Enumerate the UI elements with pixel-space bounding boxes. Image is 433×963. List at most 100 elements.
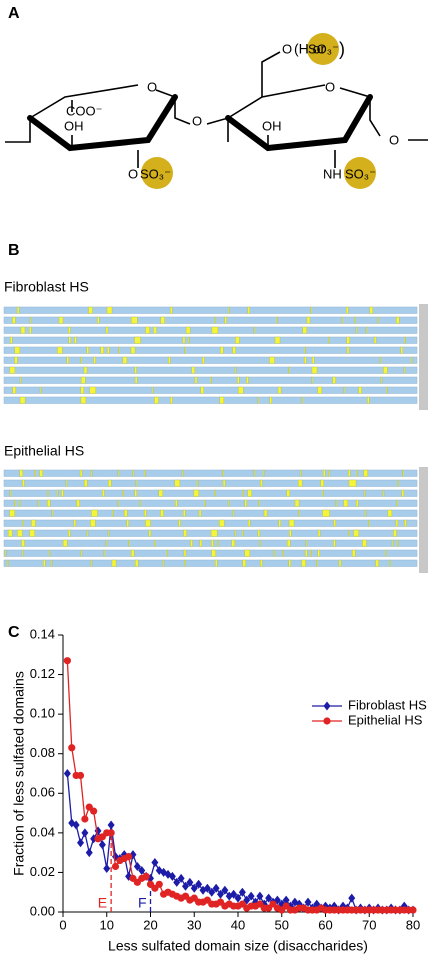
scroll-bar (419, 467, 428, 573)
sulfated-unit (162, 559, 165, 567)
sulfated-unit (310, 549, 312, 557)
sulfated-unit (182, 336, 186, 344)
data-point (221, 885, 229, 895)
sulfated-unit (58, 316, 64, 324)
sulfated-unit (126, 519, 129, 527)
sulfated-unit (320, 479, 324, 487)
sulfated-unit (310, 306, 312, 314)
sulfated-unit (274, 336, 281, 344)
sulfated-unit (343, 499, 348, 507)
sulfated-unit (170, 396, 173, 404)
strand (3, 509, 418, 517)
sulfated-unit (352, 549, 356, 557)
sulfated-unit (386, 386, 388, 394)
sulfated-unit (214, 489, 216, 497)
sulfated-unit (348, 479, 357, 487)
sequences (3, 304, 428, 573)
x-axis-title: Less sulfated domain size (disaccharides… (108, 938, 368, 954)
sulfated-unit (269, 396, 272, 404)
atom-label: O (192, 113, 202, 128)
data-point (63, 769, 71, 778)
sulfated-unit (128, 539, 130, 547)
data-point (155, 880, 163, 888)
legend-marker (323, 717, 331, 725)
sulfated-unit (215, 559, 218, 567)
sulfated-unit (258, 499, 261, 507)
sulfate-highlight (344, 157, 376, 189)
sulfated-unit (333, 519, 336, 527)
sulfated-unit (193, 489, 199, 497)
sulfated-unit (237, 376, 240, 384)
sulfated-unit (204, 499, 206, 507)
sulfated-unit (132, 469, 135, 477)
data-point (81, 815, 89, 823)
sulfated-unit (294, 499, 300, 507)
strand (3, 316, 418, 324)
sulfated-unit (316, 559, 318, 567)
sulfated-unit (220, 346, 224, 354)
sulfated-unit (12, 386, 16, 394)
sulfated-unit (323, 469, 326, 477)
sulfated-unit (191, 366, 195, 374)
sulfated-unit (305, 549, 308, 557)
sulfated-unit (358, 386, 362, 394)
legend-label: Epithelial HS (348, 712, 423, 727)
sulfated-unit (302, 326, 307, 334)
sulfated-unit (81, 376, 86, 384)
sulfated-unit (66, 356, 69, 364)
sulfated-unit (68, 326, 71, 334)
sulfated-unit (338, 559, 342, 567)
sulfated-unit (402, 469, 404, 477)
sulfated-unit (222, 479, 226, 487)
strand (3, 306, 418, 314)
sulfated-unit (232, 346, 236, 354)
sulfated-unit (260, 479, 263, 487)
sulfated-unit (21, 539, 25, 547)
plot: 0.00 0.02 0.04 0.06 0.08 0.10 0.12 0.14 0 10 20 30 4… (11, 626, 427, 953)
sulfated-unit (395, 316, 400, 324)
sulfated-unit (131, 316, 138, 324)
sulfated-unit (317, 386, 322, 394)
sulfated-unit (135, 559, 139, 567)
sulfated-unit (231, 539, 235, 547)
data-point (90, 807, 98, 815)
sulfated-unit (355, 499, 359, 507)
sulfated-unit (122, 489, 124, 497)
sulfated-unit (298, 509, 300, 517)
sulfated-unit (235, 336, 240, 344)
sulfated-unit (222, 469, 224, 477)
sulfated-unit (80, 396, 87, 404)
sulfated-unit (260, 559, 263, 567)
data-point (151, 858, 159, 868)
sulfated-unit (301, 559, 306, 567)
sulfated-unit (145, 326, 150, 334)
sulfated-unit (86, 529, 89, 537)
data-point (76, 771, 85, 780)
sulfated-unit (362, 539, 367, 547)
sulfated-unit (117, 469, 120, 477)
sulfated-unit (348, 529, 350, 537)
data-point (230, 889, 238, 899)
sulfated-unit (14, 346, 21, 354)
sulfated-unit (68, 529, 71, 537)
sulfated-unit (354, 316, 356, 324)
sulfated-unit (246, 376, 249, 384)
data-point (177, 873, 185, 883)
sulfated-unit (57, 346, 63, 354)
data-point (168, 871, 176, 881)
sulfated-unit (389, 559, 391, 567)
sulfated-unit (7, 559, 9, 567)
sulfated-unit (97, 316, 100, 324)
sulfated-unit (9, 489, 11, 497)
sulfated-unit (242, 559, 246, 567)
sulfated-unit (287, 539, 291, 547)
atom-label: SO₃⁻ (345, 166, 376, 181)
data-point (208, 887, 216, 897)
sulfated-unit (47, 499, 51, 507)
sulfated-unit (100, 346, 104, 354)
sulfated-unit (346, 336, 350, 344)
sulfated-unit (34, 469, 36, 477)
strand (3, 529, 418, 537)
sulfated-unit (168, 356, 171, 364)
sulfated-unit (105, 539, 107, 547)
